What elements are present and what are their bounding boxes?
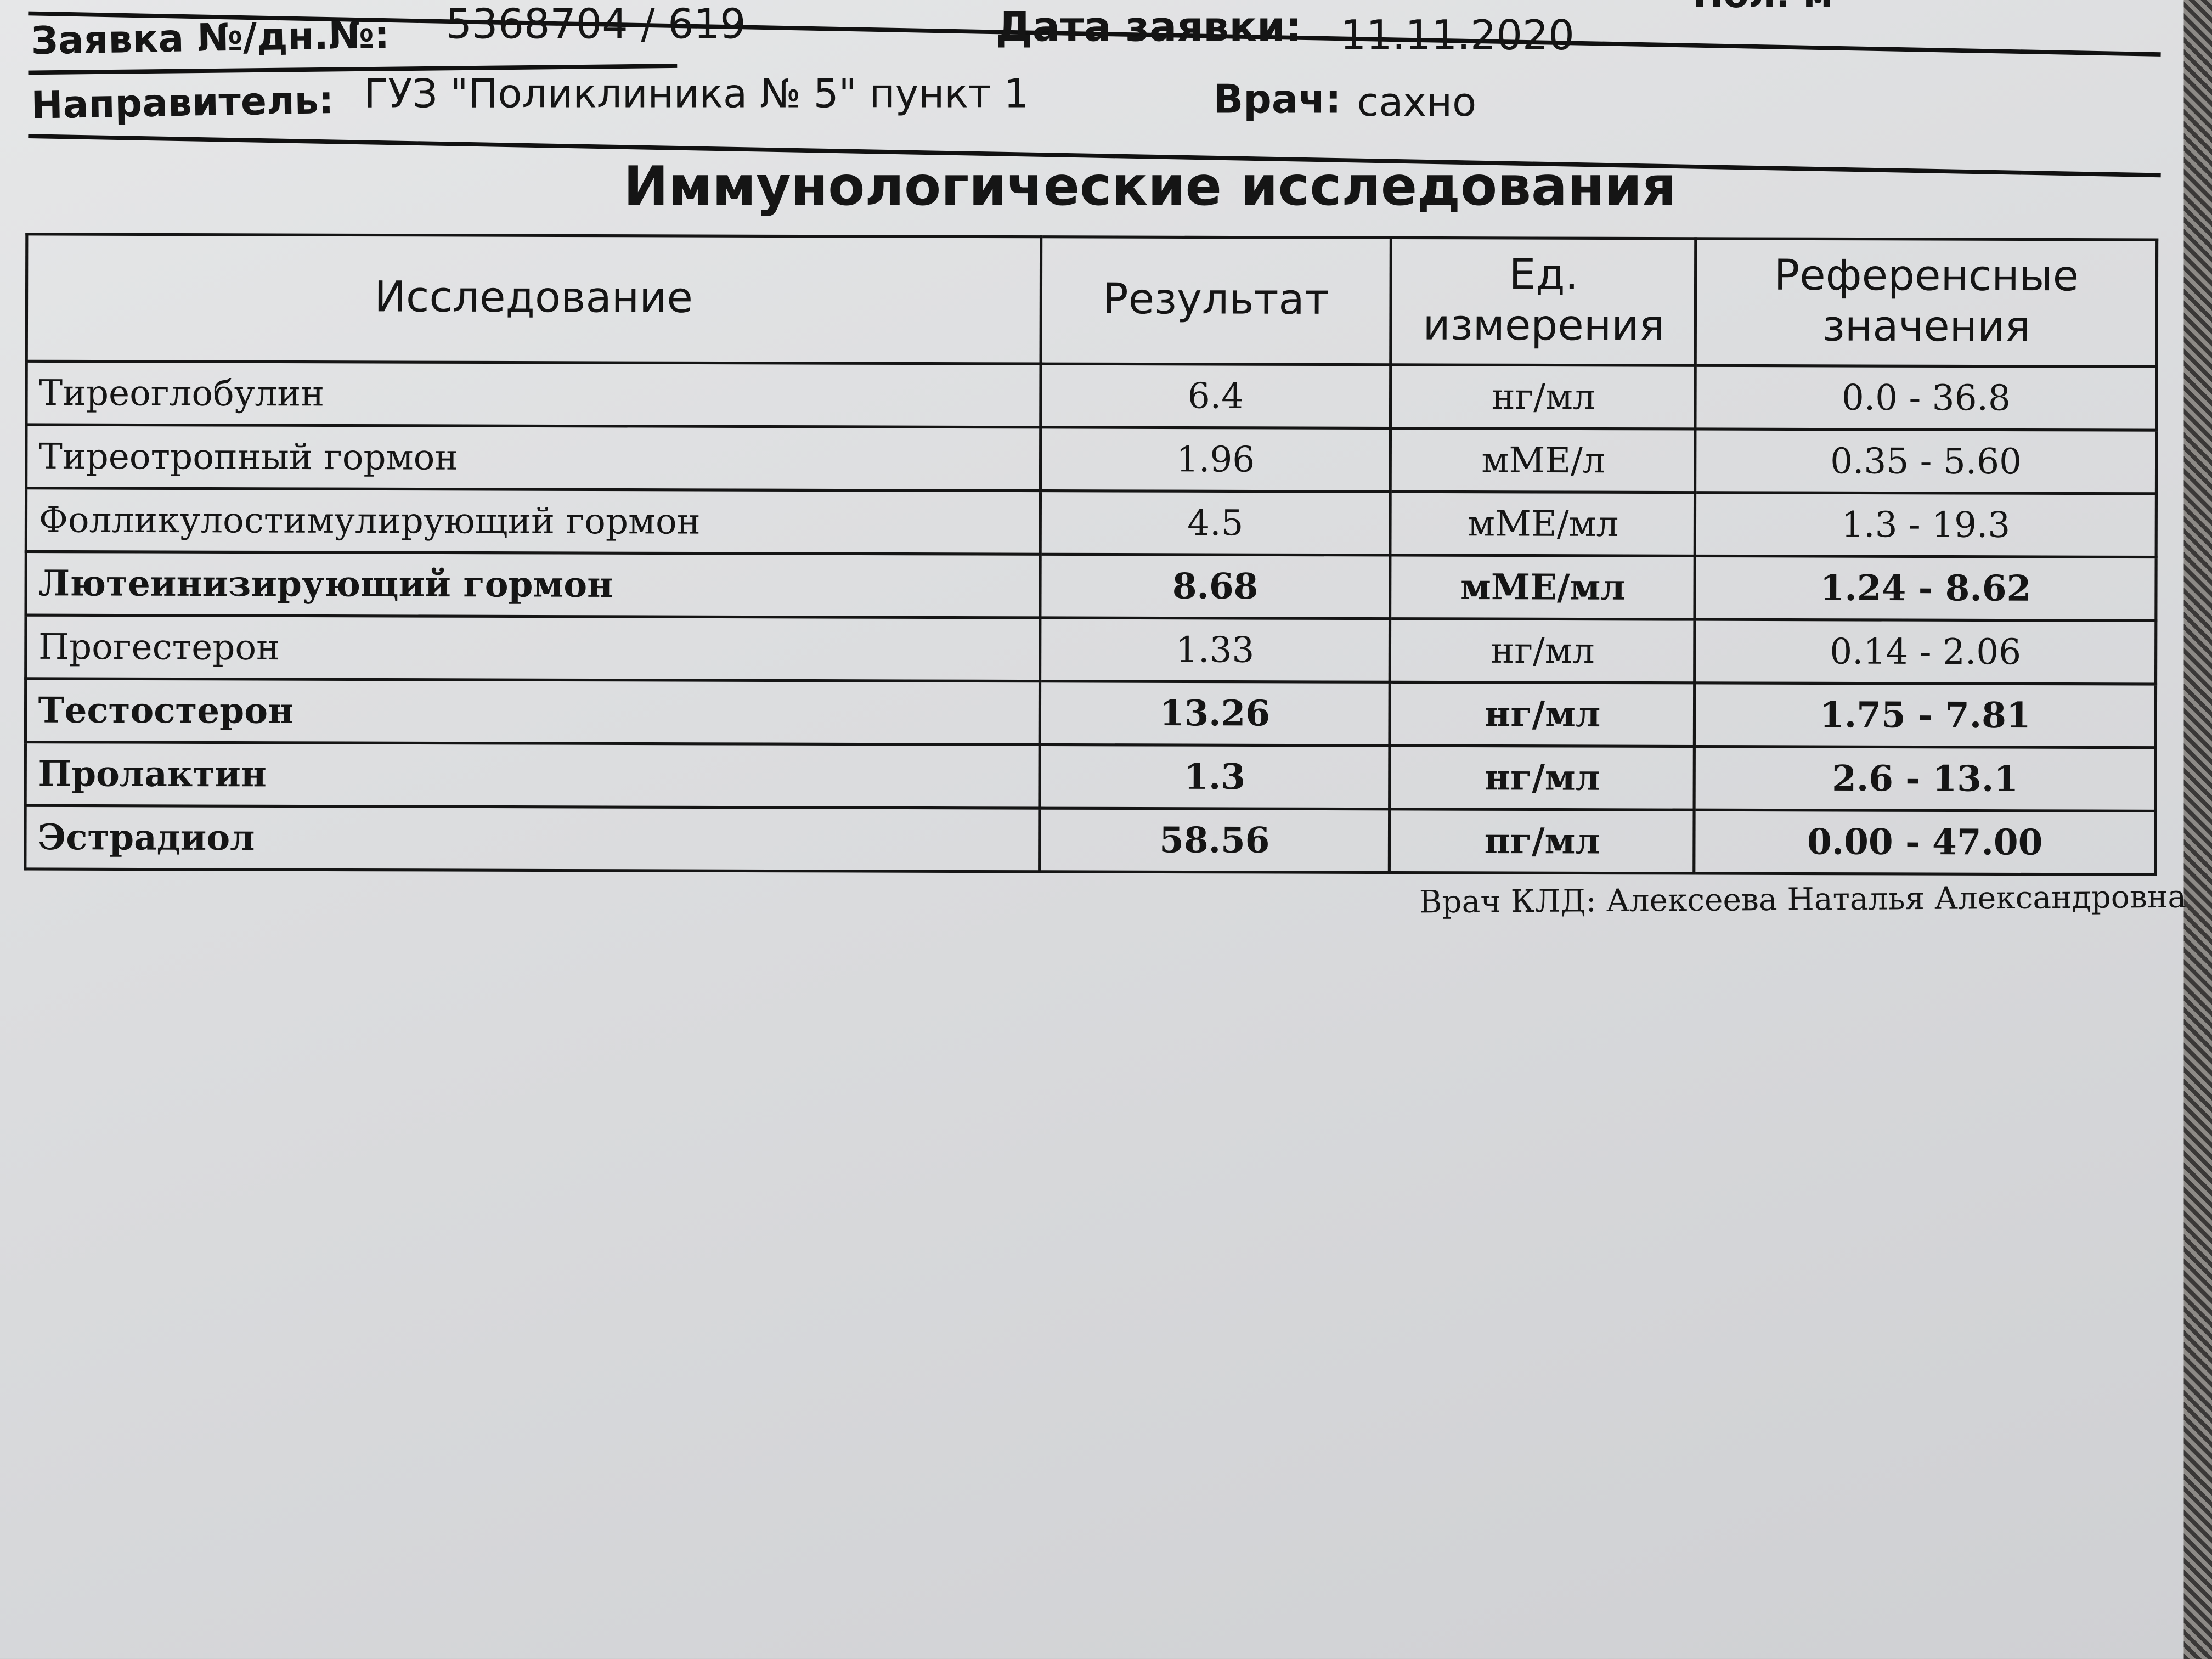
doctor-label: Врач: — [1213, 76, 1341, 123]
test-name: Тестостерон — [25, 678, 1040, 745]
unit: нг/мл — [1390, 682, 1695, 747]
unit: мМЕ/мл — [1390, 492, 1696, 556]
order-label: Заявка №/дн.№: — [30, 14, 390, 64]
unit: пг/мл — [1390, 809, 1695, 873]
result-value: 58.56 — [1039, 808, 1390, 873]
table-row: Прогестерон 1.33 нг/мл 0.14 - 2.06 — [25, 615, 2156, 685]
test-name: Эстрадиол — [25, 805, 1040, 872]
result-value: 4.5 — [1040, 490, 1391, 555]
test-name: Пролактин — [25, 742, 1040, 809]
date-value: 11.11.2020 — [1340, 11, 1575, 59]
doctor-value: сахно — [1357, 78, 1477, 126]
sex-fragment: Пол: м — [1693, 0, 1833, 17]
unit: мМЕ/л — [1391, 428, 1696, 493]
table-row: Фолликулостимулирующий гормон 4.5 мМЕ/мл 1.… — [26, 488, 2157, 557]
order-value: 5368704 / 619 — [445, 0, 746, 48]
result-value: 6.4 — [1040, 364, 1391, 428]
table-header: Исследование Результат Ед. измерения Реф… — [26, 234, 2157, 367]
column-header-unit: Ед. измерения — [1391, 238, 1696, 366]
result-value: 1.96 — [1040, 427, 1391, 492]
reference-range: 0.00 - 47.00 — [1694, 810, 2155, 875]
test-name: Тиреоглобулин — [26, 361, 1041, 427]
test-name: Тиреотропный гормон — [26, 424, 1041, 491]
referrer-value: ГУЗ "Поликлиника № 5" пункт 1 — [364, 70, 1029, 117]
table-row: Тиреотропный гормон 1.96 мМЕ/л 0.35 - 5.60 — [26, 424, 2157, 494]
test-name: Лютеинизирующий гормон — [26, 551, 1040, 618]
reference-range: 0.14 - 2.06 — [1695, 619, 2156, 685]
result-value: 8.68 — [1040, 554, 1391, 619]
unit: нг/мл — [1391, 364, 1696, 429]
reference-range: 0.35 - 5.60 — [1695, 428, 2157, 494]
reference-range: 1.75 - 7.81 — [1695, 682, 2156, 748]
table-row: Тестостерон 13.26 нг/мл 1.75 - 7.81 — [25, 678, 2156, 748]
results-table: Исследование Результат Ед. измерения Реф… — [24, 233, 2158, 876]
unit: мМЕ/мл — [1390, 555, 1696, 620]
table-row: Тиреоглобулин 6.4 нг/мл 0.0 - 36.8 — [26, 361, 2157, 431]
column-header-test: Исследование — [26, 234, 1041, 364]
reference-range: 1.3 - 19.3 — [1695, 492, 2157, 557]
unit: нг/мл — [1390, 746, 1695, 810]
result-value: 1.3 — [1039, 744, 1391, 809]
table-row: Эстрадиол 58.56 пг/мл 0.00 - 47.00 — [25, 805, 2155, 875]
column-header-result: Результат — [1040, 236, 1392, 365]
reference-range: 2.6 - 13.1 — [1694, 746, 2156, 811]
result-value: 1.33 — [1039, 617, 1391, 682]
section-title: Иммунологические исследования — [623, 155, 1677, 217]
referrer-label: Направитель: — [30, 79, 335, 128]
result-value: 13.26 — [1039, 681, 1391, 746]
date-label: Дата заявки: — [996, 3, 1302, 51]
table-row: Лютеинизирующий гормон 8.68 мМЕ/мл 1.24 - 8… — [26, 551, 2157, 621]
column-header-reference: Референсные значения — [1696, 238, 2157, 367]
table-row: Пролактин 1.3 нг/мл 2.6 - 13.1 — [25, 742, 2156, 811]
background-surface — [2183, 0, 2212, 1659]
reference-range: 1.24 - 8.62 — [1695, 556, 2157, 621]
lab-doctor-signature: Врач КЛД: Алексеева Наталья Александровн… — [1419, 880, 2187, 921]
test-name: Прогестерон — [25, 615, 1040, 681]
reference-range: 0.0 - 36.8 — [1695, 365, 2157, 431]
unit: нг/мл — [1390, 618, 1695, 683]
test-name: Фолликулостимулирующий гормон — [26, 488, 1040, 555]
